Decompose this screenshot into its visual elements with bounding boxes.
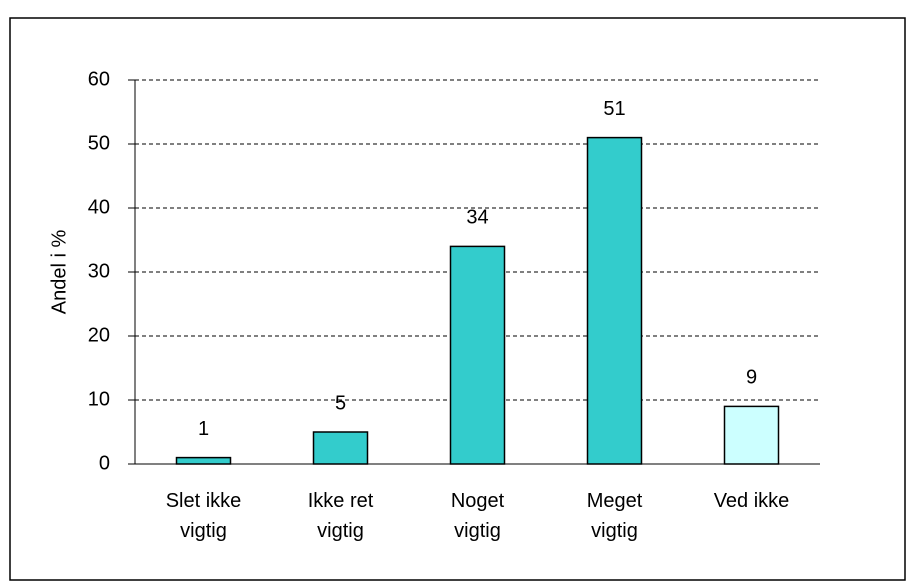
x-tick-label: Noget vigtig — [451, 490, 505, 542]
y-tick-label: 20 — [88, 324, 110, 346]
y-tick-label: 40 — [88, 196, 110, 218]
bar — [449, 245, 506, 465]
x-tick-label: Meget vigtig — [587, 490, 643, 542]
data-label: 34 — [466, 207, 488, 229]
bar — [312, 431, 369, 465]
bar — [723, 405, 780, 465]
x-tick-label: Ved ikke — [714, 490, 790, 512]
y-tick-label: 30 — [88, 260, 110, 282]
data-label: 51 — [603, 98, 625, 120]
y-tick-label: 10 — [88, 388, 110, 410]
x-tick-label: Slet ikke vigtig — [166, 490, 242, 542]
bar — [586, 136, 643, 465]
y-tick-label: 50 — [88, 132, 110, 154]
data-label: 5 — [335, 392, 346, 414]
data-label: 1 — [198, 418, 209, 440]
x-tick-label: Ikke ret vigtig — [308, 490, 374, 542]
bar — [175, 456, 232, 465]
y-axis-label: Andel i % — [48, 230, 70, 315]
y-tick-label: 0 — [99, 452, 110, 474]
y-tick-label: 60 — [88, 68, 110, 90]
data-label: 9 — [746, 367, 757, 389]
